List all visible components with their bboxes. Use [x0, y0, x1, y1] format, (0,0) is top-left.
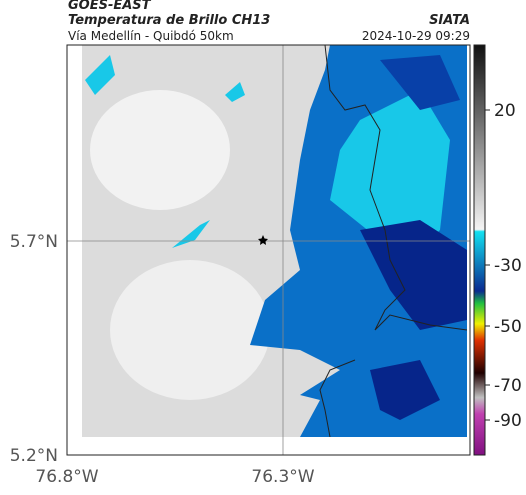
colorbar — [473, 44, 486, 456]
subtitle: Vía Medellín - Quibdó 50km — [68, 29, 234, 43]
cloud-free — [110, 260, 270, 400]
lon-label: 76.8°W — [35, 467, 98, 487]
coastline — [319, 44, 468, 438]
colorbar-label: -50 — [494, 317, 522, 337]
agency: SIATA — [429, 13, 470, 28]
cloud-patch — [85, 55, 115, 95]
cloud-patch — [225, 82, 245, 102]
lat-label: 5.2°N — [10, 446, 58, 466]
cloud-core — [360, 220, 467, 330]
lon-label: 76.3°W — [251, 467, 314, 487]
colorbar-label: -30 — [494, 256, 522, 276]
colorbar-ticks: 20 -30 -50 -70 -90 — [485, 101, 522, 431]
location-star — [258, 235, 268, 245]
lat-label: 5.7°N — [10, 232, 58, 252]
source: GOES-EAST — [68, 0, 152, 13]
title: Temperatura de Brillo CH13 — [68, 13, 270, 28]
colorbar-label: -70 — [494, 376, 522, 396]
colorbar-label: 20 — [494, 101, 516, 121]
margin — [82, 437, 467, 455]
cloud-core — [380, 55, 460, 110]
colorbar-label: -90 — [494, 411, 522, 431]
cloud-free — [90, 90, 230, 210]
frame — [66, 44, 471, 456]
cloud-core — [370, 360, 440, 420]
cloud-band — [330, 90, 450, 260]
timestamp: 2024-10-29 09:29 — [362, 29, 470, 43]
map — [66, 44, 471, 456]
